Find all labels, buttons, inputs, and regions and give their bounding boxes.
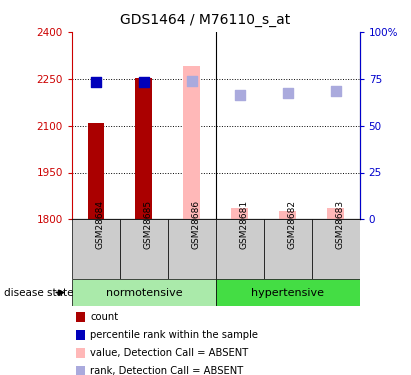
Text: GSM28681: GSM28681 — [240, 200, 249, 249]
Text: rank, Detection Call = ABSENT: rank, Detection Call = ABSENT — [90, 366, 243, 375]
Bar — [168, 219, 216, 279]
Text: GSM28686: GSM28686 — [192, 200, 201, 249]
Bar — [136, 78, 152, 219]
Bar — [88, 123, 104, 219]
Bar — [279, 211, 296, 219]
Bar — [72, 279, 216, 306]
Text: GSM28682: GSM28682 — [288, 200, 297, 249]
Bar — [120, 219, 168, 279]
Text: GSM28683: GSM28683 — [336, 200, 345, 249]
Text: value, Detection Call = ABSENT: value, Detection Call = ABSENT — [90, 348, 248, 358]
Text: disease state: disease state — [4, 288, 74, 297]
Bar — [327, 209, 344, 219]
Text: percentile rank within the sample: percentile rank within the sample — [90, 330, 258, 340]
Text: GSM28685: GSM28685 — [144, 200, 153, 249]
Point — [92, 79, 99, 85]
Point — [141, 79, 147, 85]
Bar — [183, 66, 200, 219]
Bar — [216, 279, 360, 306]
Text: count: count — [90, 312, 118, 322]
Text: GSM28684: GSM28684 — [96, 200, 105, 249]
Point — [332, 88, 339, 94]
Text: hypertensive: hypertensive — [251, 288, 324, 297]
Bar — [72, 219, 120, 279]
Bar — [216, 219, 264, 279]
Bar — [264, 219, 312, 279]
Point — [284, 90, 291, 96]
Bar — [231, 209, 248, 219]
Text: GDS1464 / M76110_s_at: GDS1464 / M76110_s_at — [120, 13, 291, 27]
Point — [236, 92, 243, 98]
Text: normotensive: normotensive — [106, 288, 182, 297]
Bar — [312, 219, 360, 279]
Point — [189, 78, 195, 84]
